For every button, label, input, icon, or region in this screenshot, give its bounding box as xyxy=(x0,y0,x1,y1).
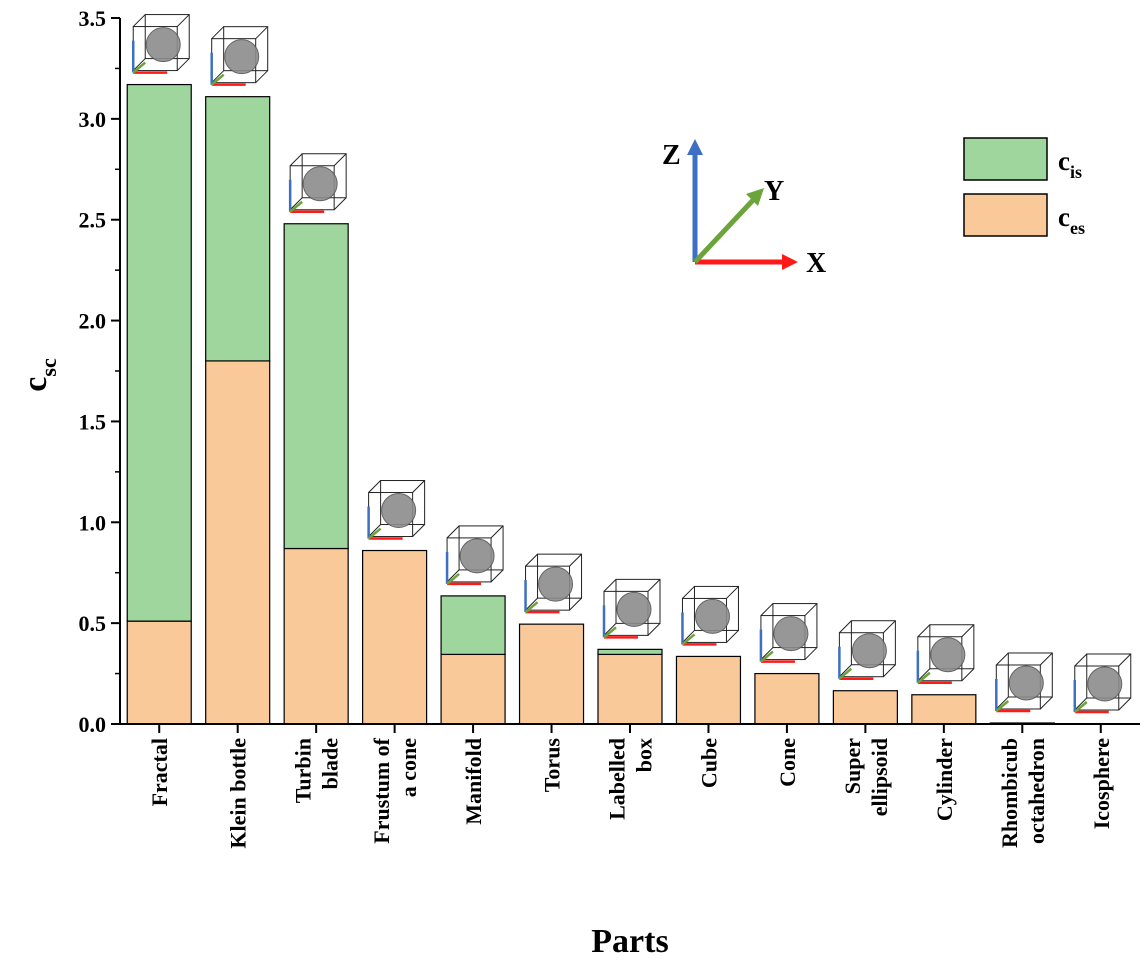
x-category-label: Torus xyxy=(540,738,565,793)
triad-x-label: X xyxy=(806,248,826,279)
x-category-label: Manifold xyxy=(461,738,486,825)
cone-icon xyxy=(759,603,818,663)
bar-ces-3 xyxy=(362,549,428,725)
y-tick-label: 1.5 xyxy=(79,409,107,434)
fractal-icon xyxy=(131,14,190,74)
x-category-label-line: Fractal xyxy=(147,738,172,806)
x-category-label-line: Cube xyxy=(696,738,721,788)
x-category-label-line: Rhombicub xyxy=(997,738,1022,848)
bar-ces-7 xyxy=(675,655,742,725)
y-axis-title-sub: sc xyxy=(36,358,61,377)
y-axis-title-main: c xyxy=(17,377,54,392)
part-thumbnails xyxy=(131,14,1132,714)
x-category-label: Cylinder xyxy=(932,738,957,821)
rhombicuboctahedron-icon xyxy=(995,652,1053,713)
x-category-label: Frustum ofa cone xyxy=(369,737,421,843)
super-ellipsoid-icon xyxy=(838,620,896,680)
axes-triad: X Y Z xyxy=(662,139,826,279)
bars-layer xyxy=(126,83,1055,725)
x-category-label: Klein bottle xyxy=(226,738,251,849)
legend-label-cis: cis xyxy=(1058,146,1082,182)
y-tick-label: 0.0 xyxy=(79,712,107,737)
x-category-label: Fractal xyxy=(147,738,172,806)
legend-swatch-cis xyxy=(963,137,1048,181)
x-category-label-line: Klein bottle xyxy=(226,738,251,849)
bar-ces-1 xyxy=(205,360,271,725)
bar-cis-0 xyxy=(126,83,192,622)
bar-cis-2 xyxy=(283,223,349,550)
x-axis-title: Parts xyxy=(591,923,668,960)
x-category-labels: Fractal Klein bottle Turbinblade Frustum of… xyxy=(147,724,1114,849)
x-category-label-line: Icosphere xyxy=(1089,738,1114,829)
klein-bottle-icon xyxy=(210,26,269,86)
bar-ces-10 xyxy=(911,694,977,725)
legend: cis ces xyxy=(963,137,1085,238)
bar-cis-6 xyxy=(597,648,663,656)
manifold-icon xyxy=(445,525,504,586)
x-category-label: Rhombicuboctahedron xyxy=(997,738,1049,848)
x-category-label-line: Super xyxy=(840,738,865,794)
bar-ces-4 xyxy=(440,653,506,725)
bar-ces-0 xyxy=(126,620,192,725)
x-category-label-line: blade xyxy=(318,738,343,790)
x-arrow-icon xyxy=(782,254,798,270)
y-axis-title: csc xyxy=(17,358,61,392)
torus-icon xyxy=(524,553,583,614)
x-category-label-line: Labelled xyxy=(605,738,630,820)
bar-cis-4 xyxy=(440,595,506,656)
x-category-label: Cube xyxy=(696,738,721,788)
x-category-label-line: Torus xyxy=(540,738,565,793)
frustum-icon xyxy=(367,480,426,540)
cube-icon xyxy=(681,585,739,646)
z-arrow-icon xyxy=(687,139,703,155)
y-tick-label: 3.0 xyxy=(79,107,107,132)
y-tick-label: 0.5 xyxy=(79,611,107,636)
cylinder-icon xyxy=(916,624,975,685)
y-tick-label: 2.0 xyxy=(79,309,107,334)
bar-ces-5 xyxy=(518,623,585,725)
icosphere-icon xyxy=(1073,653,1132,714)
x-category-label: Turbinblade xyxy=(291,738,343,803)
y-tick-label: 3.5 xyxy=(79,6,107,31)
x-category-label-line: Cone xyxy=(775,738,800,787)
x-category-label-line: Frustum of xyxy=(369,737,394,843)
bar-ces-8 xyxy=(754,672,820,725)
x-category-label: Labelledbox xyxy=(605,738,657,820)
y-tick-label: 1.0 xyxy=(79,510,107,535)
x-category-label: Icosphere xyxy=(1089,738,1114,829)
y-arrow-icon xyxy=(746,188,764,206)
y-ticks: 0.0 0.5 1.0 1.5 2.0 2.5 3.0 3.5 xyxy=(79,6,120,737)
x-category-label: Cone xyxy=(775,738,800,787)
labelled-box-icon xyxy=(602,578,661,639)
triad-z-label: Z xyxy=(662,140,681,171)
x-category-label-line: Cylinder xyxy=(932,738,957,821)
bar-ces-2 xyxy=(283,547,349,725)
x-category-label-line: Turbin xyxy=(291,738,316,803)
legend-swatch-ces xyxy=(963,193,1048,237)
x-category-label-line: a cone xyxy=(396,738,421,798)
bar-cis-1 xyxy=(205,96,271,362)
bar-ces-9 xyxy=(832,690,898,725)
y-tick-label: 2.5 xyxy=(79,208,107,233)
x-category-label-line: octahedron xyxy=(1024,738,1049,844)
turbine-blade-icon xyxy=(288,153,347,213)
legend-label-ces: ces xyxy=(1058,202,1085,238)
triad-y-label: Y xyxy=(764,176,784,207)
x-category-label-line: ellipsoid xyxy=(867,738,892,816)
x-category-label: Superellipsoid xyxy=(840,738,892,816)
x-category-label-line: Manifold xyxy=(461,738,486,825)
x-category-label-line: box xyxy=(632,738,657,772)
bar-ces-6 xyxy=(597,653,663,725)
